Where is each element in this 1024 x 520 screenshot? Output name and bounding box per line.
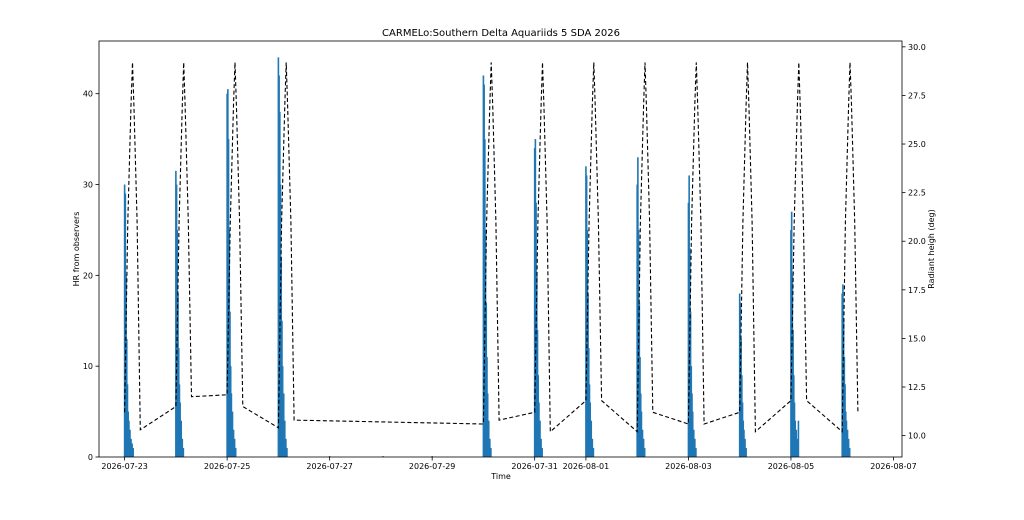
hr-bar xyxy=(281,366,284,457)
y-tick-label-right: 10.0 xyxy=(908,432,926,441)
y-tick-label-left: 40 xyxy=(83,90,93,99)
x-tick-label: 2026-08-07 xyxy=(870,462,917,471)
hr-bar xyxy=(641,429,644,457)
hr-bar xyxy=(794,420,797,457)
radiant-height-line xyxy=(124,62,859,433)
hr-bar xyxy=(179,402,181,457)
x-tick-label: 2026-08-05 xyxy=(768,462,815,471)
y-tick-label-right: 20.0 xyxy=(908,237,926,246)
y-axis-right-title: Radiant heigh (deg) xyxy=(927,209,936,288)
y-tick-label-right: 25.0 xyxy=(908,140,926,149)
hr-bar xyxy=(745,447,747,457)
hr-bar xyxy=(847,438,850,457)
hr-bar xyxy=(180,420,183,457)
hr-bar xyxy=(846,429,849,457)
y-axis-left: 0 10 20 30 40 xyxy=(83,90,99,462)
y-tick-label-right: 22.5 xyxy=(908,189,926,198)
x-tick-label: 2026-08-01 xyxy=(563,462,610,471)
hr-bar xyxy=(285,438,287,457)
y-tick-label-left: 30 xyxy=(83,181,93,190)
y-tick-label-left: 10 xyxy=(83,362,93,371)
hr-bar xyxy=(486,393,489,457)
hr-bar xyxy=(284,420,286,457)
hr-bar xyxy=(541,447,543,457)
y-tick-label-right: 30.0 xyxy=(908,43,926,52)
hr-bar xyxy=(695,447,697,457)
hr-bar xyxy=(431,456,433,457)
hr-bar xyxy=(692,429,695,457)
hr-bar xyxy=(182,447,185,457)
hr-bar xyxy=(233,438,236,457)
hr-bar xyxy=(795,429,798,457)
hr-bar xyxy=(490,447,492,457)
hr-bar xyxy=(845,420,848,457)
hr-bar xyxy=(382,456,384,457)
hr-bar xyxy=(538,402,540,457)
hr-bar xyxy=(487,420,490,457)
hr-bar xyxy=(282,393,285,457)
hr-bar xyxy=(592,447,595,457)
hr-bar xyxy=(231,411,234,457)
x-axis: 2026-07-23 2026-07-25 2026-07-27 2026-07-29… xyxy=(101,457,917,471)
x-axis-title: Time xyxy=(490,472,511,481)
hr-bar xyxy=(489,438,491,457)
y-tick-label-left: 20 xyxy=(83,271,93,280)
hr-bar xyxy=(743,429,745,457)
y-tick-label-right: 15.0 xyxy=(908,334,926,343)
hr-bar xyxy=(234,447,237,457)
hr-bar xyxy=(642,438,645,457)
hr-bar xyxy=(796,438,799,457)
y-axis-right: 10.0 12.5 15.0 17.5 20.0 22.5 25.0 27.5 30.0 xyxy=(902,43,926,441)
hr-bar xyxy=(539,420,541,457)
hr-bar xyxy=(286,447,288,457)
y-tick-label-right: 12.5 xyxy=(908,383,926,392)
hr-bar xyxy=(232,429,235,457)
x-tick-label: 2026-07-23 xyxy=(101,462,148,471)
hr-bar xyxy=(328,456,331,457)
hr-bar xyxy=(181,438,184,457)
x-tick-label: 2026-07-27 xyxy=(306,462,353,471)
hr-bar xyxy=(694,438,696,457)
hr-bar xyxy=(848,447,851,457)
hr-bar xyxy=(643,447,646,457)
y-tick-label-right: 17.5 xyxy=(908,286,926,295)
hr-bar xyxy=(129,429,131,457)
chart-title: CARMELo:Southern Delta Aquariids 5 SDA 2… xyxy=(382,28,620,39)
hr-bar xyxy=(744,438,746,457)
hr-bar xyxy=(590,420,593,457)
x-tick-label: 2026-07-29 xyxy=(409,462,456,471)
hr-bar xyxy=(132,447,134,457)
hr-bar xyxy=(640,411,643,457)
y-tick-label-left: 0 xyxy=(88,453,93,462)
hr-bar xyxy=(589,402,591,457)
hr-bar xyxy=(128,420,130,457)
hr-bar xyxy=(131,443,133,457)
hr-bar xyxy=(691,411,694,457)
hr-bar xyxy=(230,393,233,457)
line-layer xyxy=(124,62,859,433)
y-tick-label-right: 27.5 xyxy=(908,91,926,100)
plot-frame xyxy=(98,40,903,458)
x-tick-label: 2026-07-31 xyxy=(511,462,558,471)
x-tick-label: 2026-07-25 xyxy=(204,462,251,471)
x-tick-label: 2026-08-03 xyxy=(665,462,712,471)
hr-bar xyxy=(130,438,132,457)
hr-bar xyxy=(540,438,542,457)
hr-bar xyxy=(591,438,594,457)
hr-bar xyxy=(797,420,800,457)
y-axis-left-title: HR from observers xyxy=(72,212,81,287)
